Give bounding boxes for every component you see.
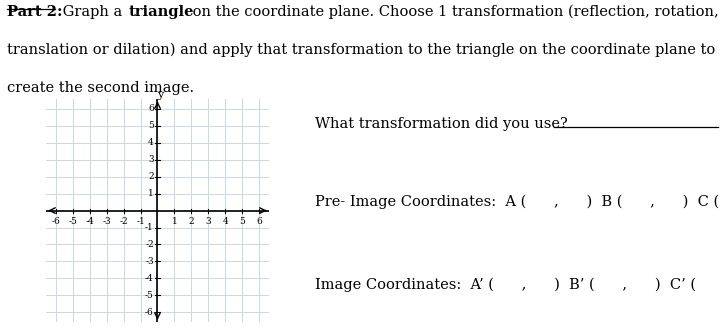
Text: 1: 1 — [172, 217, 177, 226]
Text: 6: 6 — [148, 104, 153, 114]
Text: 6: 6 — [256, 217, 262, 226]
Text: 5: 5 — [148, 121, 153, 130]
Text: -6: -6 — [51, 217, 60, 226]
Text: Image Coordinates:  A’ (      ,      )  B’ (      ,      )  C’ (      ,      ): Image Coordinates: A’ ( , ) B’ ( , ) C’ … — [315, 278, 724, 292]
Text: -3: -3 — [145, 257, 153, 266]
Text: Graph a: Graph a — [59, 5, 127, 19]
Text: -1: -1 — [145, 223, 153, 232]
Text: 2: 2 — [188, 217, 194, 226]
Text: -4: -4 — [85, 217, 94, 226]
Text: 3: 3 — [148, 155, 153, 164]
Text: -6: -6 — [145, 308, 153, 317]
Text: 1: 1 — [148, 189, 153, 198]
Text: on the coordinate plane. Choose 1 transformation (reflection, rotation,: on the coordinate plane. Choose 1 transf… — [188, 5, 719, 19]
Text: -5: -5 — [145, 291, 153, 300]
Text: translation or dilation) and apply that transformation to the triangle on the co: translation or dilation) and apply that … — [7, 42, 715, 57]
Text: 5: 5 — [239, 217, 245, 226]
Text: -5: -5 — [68, 217, 77, 226]
Text: y: y — [157, 90, 164, 100]
Text: 4: 4 — [222, 217, 228, 226]
Text: -4: -4 — [145, 274, 153, 283]
Text: triangle: triangle — [129, 5, 194, 19]
Text: -2: -2 — [119, 217, 128, 226]
Text: -3: -3 — [102, 217, 111, 226]
Text: 3: 3 — [206, 217, 211, 226]
Text: Part 2:: Part 2: — [7, 5, 63, 19]
Text: create the second image.: create the second image. — [7, 81, 194, 95]
Text: What transformation did you use?: What transformation did you use? — [315, 116, 568, 131]
Text: 2: 2 — [148, 172, 153, 181]
Text: -2: -2 — [145, 240, 153, 249]
Text: Pre- Image Coordinates:  A (      ,      )  B (      ,      )  C (      ,      ): Pre- Image Coordinates: A ( , ) B ( , ) … — [315, 195, 724, 209]
Text: -1: -1 — [136, 217, 145, 226]
Text: 4: 4 — [148, 138, 153, 147]
